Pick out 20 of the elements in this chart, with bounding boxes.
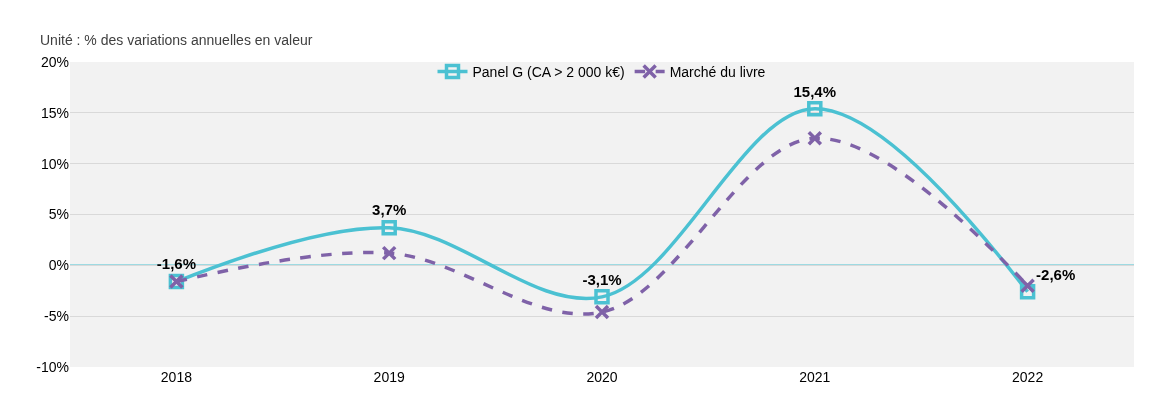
y-tick-label: 5% [48, 206, 69, 223]
y-tick-label: -10% [36, 358, 69, 375]
x-tick-label: 2018 [160, 369, 193, 385]
chart-subtitle: Unité : % des variations annuelles en valeur [40, 32, 313, 48]
data-label: 15,4% [793, 82, 837, 100]
x-tick-label: 2020 [586, 369, 618, 385]
x-tick-label: 2022 [1012, 369, 1044, 385]
data-label: -3,1% [582, 270, 622, 288]
y-tick-label: -5% [44, 308, 69, 325]
x-tick-label: 2021 [799, 369, 831, 385]
y-tick-label: 0% [48, 257, 69, 274]
data-label: -2,6% [1036, 265, 1076, 283]
legend-label: Marché du livre [669, 63, 766, 80]
y-tick-label: 10% [40, 155, 69, 172]
data-label: 3,7% [372, 201, 407, 219]
data-label: -1,6% [156, 255, 196, 273]
y-tick-label: 20% [40, 53, 69, 70]
x-tick-label: 2019 [373, 369, 405, 385]
y-tick-label: 15% [40, 104, 69, 121]
legend-label: Panel G (CA > 2 000 k€) [472, 63, 625, 80]
